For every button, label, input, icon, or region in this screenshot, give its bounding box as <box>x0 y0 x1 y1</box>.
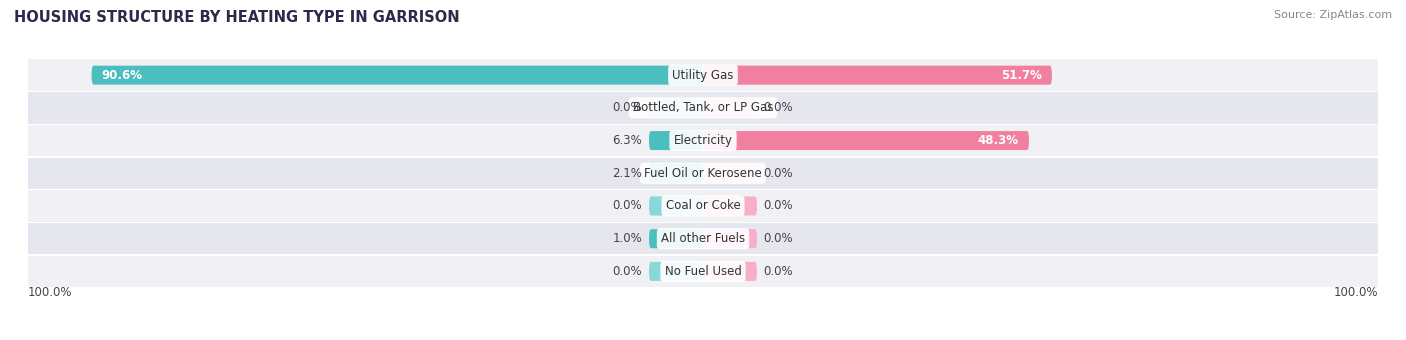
Text: No Fuel Used: No Fuel Used <box>665 265 741 278</box>
Text: 0.0%: 0.0% <box>763 265 793 278</box>
FancyBboxPatch shape <box>703 197 756 216</box>
FancyBboxPatch shape <box>91 66 703 85</box>
Text: Source: ZipAtlas.com: Source: ZipAtlas.com <box>1274 10 1392 20</box>
Text: 100.0%: 100.0% <box>28 286 73 299</box>
Bar <box>14 256 1392 287</box>
Text: 100.0%: 100.0% <box>1333 286 1378 299</box>
Text: 1.0%: 1.0% <box>613 232 643 245</box>
Text: 0.0%: 0.0% <box>763 101 793 114</box>
Text: 0.0%: 0.0% <box>613 200 643 212</box>
Text: Fuel Oil or Kerosene: Fuel Oil or Kerosene <box>644 167 762 180</box>
Bar <box>14 59 1392 91</box>
Text: HOUSING STRUCTURE BY HEATING TYPE IN GARRISON: HOUSING STRUCTURE BY HEATING TYPE IN GAR… <box>14 10 460 25</box>
Text: 0.0%: 0.0% <box>613 265 643 278</box>
Text: 0.0%: 0.0% <box>763 232 793 245</box>
FancyBboxPatch shape <box>650 229 703 248</box>
Text: 2.1%: 2.1% <box>613 167 643 180</box>
FancyBboxPatch shape <box>703 131 1029 150</box>
FancyBboxPatch shape <box>650 197 703 216</box>
Text: Coal or Coke: Coal or Coke <box>665 200 741 212</box>
Text: 6.3%: 6.3% <box>613 134 643 147</box>
Text: 0.0%: 0.0% <box>763 200 793 212</box>
FancyBboxPatch shape <box>650 98 703 117</box>
Bar <box>14 223 1392 254</box>
Text: 51.7%: 51.7% <box>1001 69 1042 82</box>
Text: 48.3%: 48.3% <box>977 134 1019 147</box>
Bar <box>14 92 1392 123</box>
FancyBboxPatch shape <box>703 66 1052 85</box>
Text: Utility Gas: Utility Gas <box>672 69 734 82</box>
FancyBboxPatch shape <box>703 164 756 183</box>
Text: 0.0%: 0.0% <box>763 167 793 180</box>
FancyBboxPatch shape <box>650 164 703 183</box>
FancyBboxPatch shape <box>703 98 756 117</box>
FancyBboxPatch shape <box>650 131 703 150</box>
Text: Bottled, Tank, or LP Gas: Bottled, Tank, or LP Gas <box>633 101 773 114</box>
Text: All other Fuels: All other Fuels <box>661 232 745 245</box>
Bar <box>14 157 1392 189</box>
FancyBboxPatch shape <box>703 262 756 281</box>
FancyBboxPatch shape <box>703 229 756 248</box>
Bar <box>14 190 1392 222</box>
Text: 90.6%: 90.6% <box>101 69 142 82</box>
Text: Electricity: Electricity <box>673 134 733 147</box>
Bar <box>14 125 1392 156</box>
FancyBboxPatch shape <box>650 262 703 281</box>
Text: 0.0%: 0.0% <box>613 101 643 114</box>
